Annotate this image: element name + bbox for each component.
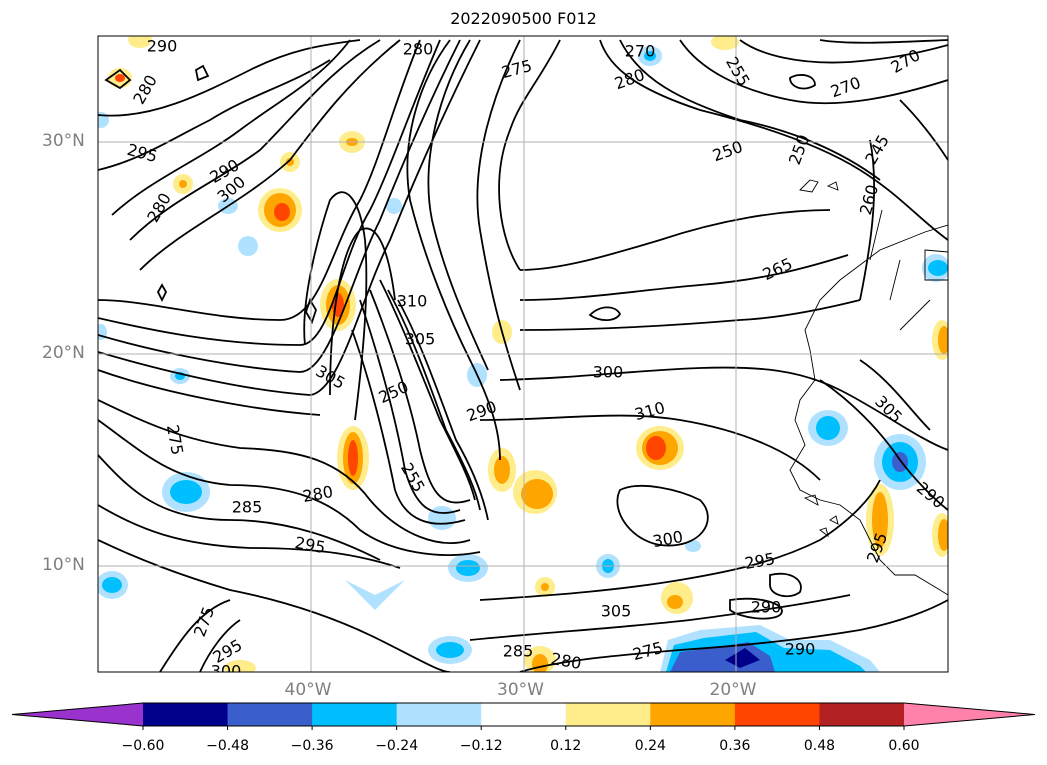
contour-label: 280 xyxy=(549,649,582,673)
contour-label: 310 xyxy=(397,292,428,311)
contour-label: 305 xyxy=(405,330,436,349)
colorbar-extend-high xyxy=(904,703,1035,726)
colorbar xyxy=(11,702,1036,730)
colorbar-swatch xyxy=(312,703,398,726)
contour-label: 300 xyxy=(211,662,242,681)
contour-label: 290 xyxy=(751,598,782,617)
colorbar-tick-label: −0.48 xyxy=(206,738,249,754)
colorbar-tick-label: −0.60 xyxy=(121,738,165,754)
colorbar-swatch xyxy=(396,703,482,726)
colorbar-tick-label: 0.48 xyxy=(803,738,836,754)
colorbar-tick-label: 0.24 xyxy=(634,738,666,754)
colorbar-swatch xyxy=(650,703,736,726)
lon-label: 40°W xyxy=(284,680,332,700)
colorbar-swatch xyxy=(227,703,313,726)
colorbar-tick-label: −0.24 xyxy=(375,738,419,754)
lon-label: 30°W xyxy=(497,680,544,700)
contour-label: 270 xyxy=(625,42,656,61)
colorbar-extend-low xyxy=(12,703,143,726)
contour-label: 290 xyxy=(147,37,178,56)
coastline xyxy=(789,179,948,596)
colorbar-tick-label: −0.12 xyxy=(459,738,503,754)
contour-label: 290 xyxy=(785,640,816,659)
colorbar-tick-label: 0.36 xyxy=(719,738,751,754)
colorbar-tick-label: 0.60 xyxy=(888,738,920,754)
lat-label: 20°N xyxy=(42,343,85,363)
colorbar-tick-label: −0.36 xyxy=(290,738,334,754)
shaded-anomaly-patches xyxy=(98,36,948,672)
contour-label: 300 xyxy=(593,363,624,382)
colorbar-swatch xyxy=(565,703,651,726)
lat-label: 10°N xyxy=(42,555,85,575)
contour-label: 305 xyxy=(601,602,632,621)
map-title: 2022090500 F012 xyxy=(450,9,597,28)
colorbar-tick-label: 0.12 xyxy=(550,738,582,754)
colorbar-swatch xyxy=(143,703,229,726)
contour-label: 285 xyxy=(232,498,263,517)
colorbar-swatch xyxy=(481,703,567,726)
lat-label: 30°N xyxy=(42,131,85,151)
lon-label: 20°W xyxy=(709,680,757,700)
contour-label: 285 xyxy=(503,642,534,661)
plot-frame xyxy=(97,35,949,673)
contour-label: 280 xyxy=(403,40,434,59)
colorbar-swatch xyxy=(819,703,905,726)
gridlines xyxy=(98,36,948,672)
colorbar-swatch xyxy=(734,703,820,726)
